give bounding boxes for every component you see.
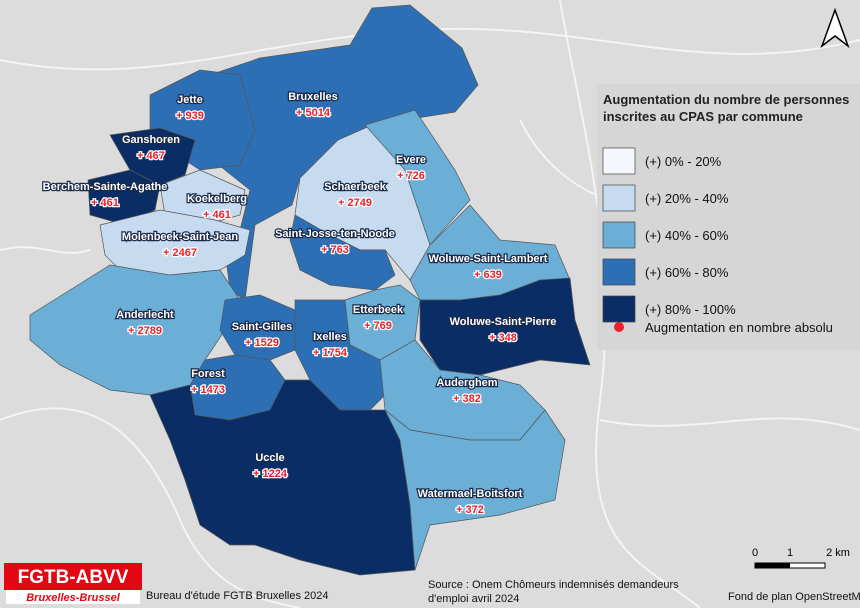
scale-label: 0	[752, 547, 758, 559]
legend-title: Augmentation du nombre de personnes	[603, 92, 849, 107]
commune-name: Koekelberg	[187, 193, 247, 205]
commune-name: Woluwe-Saint-Lambert	[429, 253, 548, 265]
commune-name: Woluwe-Saint-Pierre	[450, 316, 557, 328]
source: Source : Onem Chômeurs indemnisés demand…	[428, 579, 679, 591]
commune-value: + 939	[176, 110, 204, 122]
legend-label: (+) 80% - 100%	[645, 302, 736, 317]
legend-swatch	[602, 258, 636, 286]
commune-name: Etterbeek	[353, 304, 404, 316]
legend-label: (+) 0% - 20%	[645, 154, 722, 169]
source: d'emploi avril 2024	[428, 593, 519, 605]
legend-label: (+) 20% - 40%	[645, 191, 729, 206]
commune-area	[99, 209, 251, 276]
legend-swatch	[602, 221, 636, 249]
commune-value: + 5014	[296, 107, 331, 119]
commune-value: + 763	[321, 244, 349, 256]
logo: FGTB-ABVV Bruxelles-Brussel	[4, 563, 142, 604]
commune-value: + 467	[137, 150, 165, 162]
commune-area	[364, 109, 471, 246]
commune-value: + 348	[489, 332, 517, 344]
commune-name: Ixelles	[313, 331, 347, 343]
commune-name: Schaerbeek	[324, 181, 387, 193]
scale-label: 1	[787, 547, 793, 559]
basemap-credit: Fond de plan OpenStreetMap	[728, 591, 860, 603]
commune-value: + 372	[456, 504, 484, 516]
commune-name: Anderlecht	[116, 309, 174, 321]
commune-value: + 726	[397, 170, 425, 182]
commune-name: Watermael-Boitsfort	[418, 488, 523, 500]
legend-label: (+) 40% - 60%	[645, 228, 729, 243]
commune-value: + 461	[91, 197, 119, 209]
legend: Augmentation du nombre de personnes insc…	[597, 84, 860, 350]
commune-area	[384, 409, 566, 571]
commune-name: Berchem-Sainte-Agathe	[43, 181, 168, 193]
commune-name: Evere	[396, 154, 426, 166]
scale-bar: 0 1 2 km	[752, 547, 850, 569]
credit: Bureau d'étude FGTB Bruxelles 2024	[146, 590, 328, 602]
legend-box	[597, 84, 860, 350]
legend-dot	[614, 322, 624, 332]
commune-name: Bruxelles	[288, 91, 338, 103]
legend-title: inscrites au CPAS par commune	[603, 109, 803, 124]
commune-labels: Bruxelles + 5014 Jette + 939 Ganshoren + 467 B…	[41, 90, 557, 518]
legend-label: (+) 60% - 80%	[645, 265, 729, 280]
commune-area	[289, 214, 396, 291]
north-arrow	[820, 7, 850, 49]
commune-name: Jette	[177, 94, 203, 106]
commune-area	[87, 169, 161, 226]
commune-value: + 461	[203, 209, 231, 221]
commune-value: + 382	[453, 393, 481, 405]
communes	[29, 4, 591, 576]
legend-label: Augmentation en nombre absolu	[645, 320, 833, 335]
legend-swatch	[602, 295, 636, 323]
commune-area	[419, 277, 591, 376]
commune-value: + 1754	[313, 347, 348, 359]
commune-name: Forest	[191, 368, 225, 380]
commune-value: + 2789	[128, 325, 162, 337]
legend-swatch	[602, 147, 636, 175]
commune-value: + 769	[364, 320, 392, 332]
commune-value: + 639	[474, 269, 502, 281]
commune-value: + 2467	[163, 247, 197, 259]
commune-name: Saint-Josse-ten-Noode	[275, 228, 395, 240]
commune-area	[219, 294, 296, 361]
commune-value: + 1529	[245, 337, 279, 349]
legend-swatch	[602, 184, 636, 212]
commune-name: Auderghem	[436, 377, 497, 389]
commune-value: + 1224	[253, 468, 288, 480]
commune-name: Saint-Gilles	[232, 321, 293, 333]
commune-name: Uccle	[255, 452, 284, 464]
commune-value: + 1473	[191, 384, 225, 396]
logo-sub: Bruxelles-Brussel	[26, 592, 120, 604]
commune-area	[29, 264, 241, 396]
commune-name: Ganshoren	[122, 134, 180, 146]
scale-label: 2 km	[826, 547, 850, 559]
commune-name: Molenbeek-Saint-Jean	[122, 231, 238, 243]
logo-text: FGTB-ABVV	[18, 567, 129, 588]
commune-area	[294, 299, 386, 411]
commune-value: + 2749	[338, 197, 372, 209]
